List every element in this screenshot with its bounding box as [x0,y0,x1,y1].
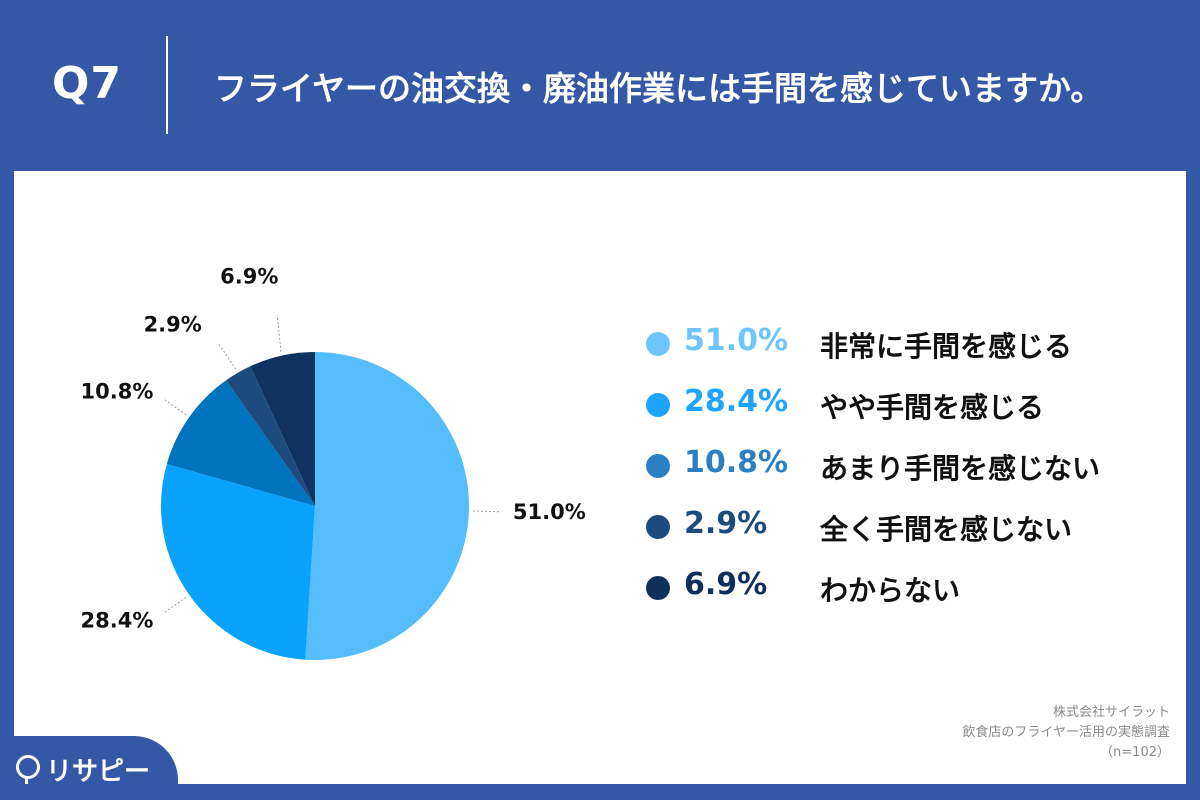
data-label-not-at-all: 2.9% [144,313,202,337]
pie-chart: 51.0% 28.4% 10.8% 2.9% 6.9% [81,265,586,660]
header-bar: Q7 フライヤーの油交換・廃油作業には手間を感じていますか。 [0,0,1200,170]
legend-swatch-unknown [646,576,670,600]
source-survey-title: 飲食店のフライヤー活用の実態調査 [962,725,1170,740]
pie-slice-somewhat [161,463,315,660]
chart-panel: 51.0% 28.4% 10.8% 2.9% 6.9% 51.0% 非常に手間を感じる 28… [14,171,1186,784]
pie-slice-unknown [250,352,315,506]
legend-value-very-much: 51.0% [684,323,789,358]
leader-line-unknown [276,315,282,352]
leader-line-very-much [472,510,499,513]
leader-line-not-at-all [218,343,237,370]
leader-line-somewhat [164,596,187,613]
legend-label-not-at-all: 全く手間を感じない [820,513,1073,546]
data-label-somewhat: 28.4% [81,608,154,632]
brand-logo-text: リサピー [46,757,151,787]
pie-slice-very-much [305,352,470,660]
legend-swatch-not-much [646,454,670,478]
source-sample-size: （n=102） [1100,745,1170,760]
legend-label-very-much: 非常に手間を感じる [820,330,1073,363]
brand-logo: リサピー [0,736,178,800]
question-title: フライヤーの油交換・廃油作業には手間を感じていますか。 [214,69,1104,108]
location-pin-icon [16,755,40,784]
legend-value-not-much: 10.8% [684,445,789,480]
legend-swatch-not-at-all [646,515,670,539]
legend-value-unknown: 6.9% [684,567,768,602]
legend-swatch-very-much [646,332,670,356]
legend-swatch-somewhat [646,393,670,417]
legend-label-unknown: わからない [820,574,961,607]
pie-slice-not-much [166,380,315,506]
data-label-not-much: 10.8% [81,380,154,404]
legend-label-not-much: あまり手間を感じない [820,452,1101,485]
source-note: 株式会社サイラット 飲食店のフライヤー活用の実態調査 （n=102） [962,703,1170,763]
source-company: 株式会社サイラット [1052,705,1170,720]
legend-value-somewhat: 28.4% [684,384,789,419]
question-number: Q7 [52,58,123,109]
data-label-unknown: 6.9% [220,265,278,289]
pie-slice-not-at-all [226,366,315,506]
data-label-very-much: 51.0% [513,500,586,524]
legend-label-somewhat: やや手間を感じる [820,391,1045,424]
legend-value-not-at-all: 2.9% [684,506,768,541]
leader-line-not-much [164,399,187,416]
header-divider [166,36,168,134]
